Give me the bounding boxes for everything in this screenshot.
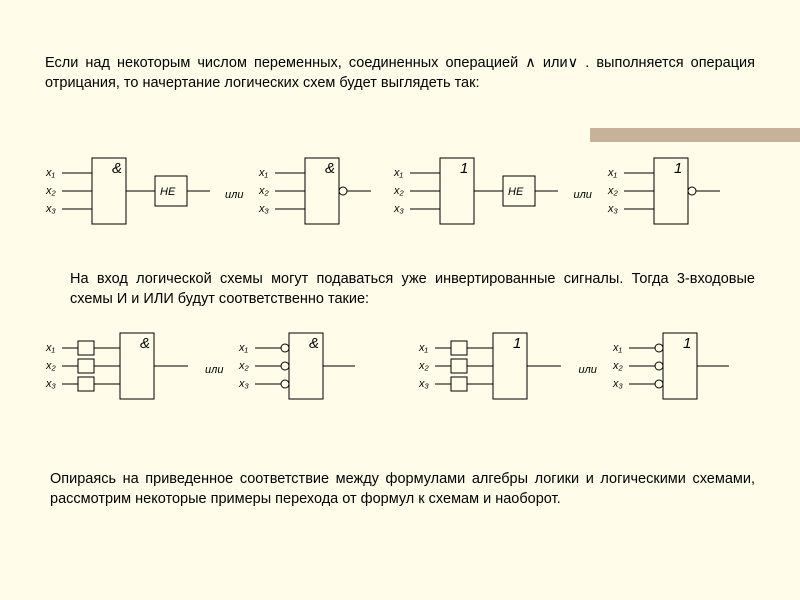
svg-bubble-inputs-or: x₁ x₂ x₃ 1 (607, 325, 737, 415)
or-gate (440, 158, 474, 224)
svg-text:x₃: x₃ (258, 203, 270, 215)
svg-text:1: 1 (674, 160, 682, 177)
not-label: НЕ (160, 186, 176, 198)
input-bubble (655, 362, 663, 370)
svg-text:1: 1 (513, 335, 521, 352)
svg-text:&: & (325, 160, 335, 177)
svg-text:x₃: x₃ (612, 378, 624, 390)
svg-text:x₂: x₂ (607, 185, 619, 197)
svg-text:x₃: x₃ (607, 203, 619, 215)
input-x3-label: x₃ (45, 203, 57, 215)
svg-text:x₃: x₃ (393, 203, 405, 215)
diagram-and-then-not: x₁ x₂ x₃ & НЕ (40, 150, 215, 240)
svg-text:1: 1 (683, 335, 691, 352)
svg-text:1: 1 (460, 160, 468, 177)
svg-not-inputs-and: x₁ x₂ x₃ & (40, 325, 195, 415)
input-bubble (655, 344, 663, 352)
not-box (78, 341, 94, 355)
svg-text:x₂: x₂ (612, 360, 624, 372)
or-word-1: или (225, 189, 243, 201)
inputs: x₁ x₂ x₃ (258, 167, 305, 215)
svg-text:x₃: x₃ (238, 378, 250, 390)
svg-text:x₂: x₂ (258, 185, 270, 197)
slide: Если над некоторым числом переменных, со… (0, 0, 800, 600)
diagram-bubble-inputs-and: x₁ x₂ x₃ & (233, 325, 363, 415)
not-box (78, 377, 94, 391)
svg-nand-bubble: x₁ x₂ x₃ & (253, 150, 378, 240)
svg-text:НЕ: НЕ (508, 186, 524, 198)
paragraph-2: На вход логической схемы могут подаватьс… (70, 270, 755, 309)
svg-text:x₁: x₁ (45, 342, 56, 354)
diagram-bubble-inputs-or: x₁ x₂ x₃ 1 (607, 325, 737, 415)
svg-text:x₁: x₁ (612, 342, 623, 354)
input-x1-label: x₁ (45, 167, 56, 179)
svg-nor-bubble: x₁ x₂ x₃ 1 (602, 150, 727, 240)
svg-text:x₁: x₁ (258, 167, 269, 179)
or-word-3: или (205, 364, 223, 376)
not-box (451, 359, 467, 373)
and-symbol: & (112, 160, 122, 177)
svg-or-then-not: x₁ x₂ x₃ 1 НЕ (388, 150, 563, 240)
accent-bar (590, 128, 800, 142)
svg-text:x₃: x₃ (418, 378, 430, 390)
svg-text:x₂: x₂ (418, 360, 430, 372)
diagram-nor-bubble: x₁ x₂ x₃ 1 (602, 150, 727, 240)
svg-text:x₃: x₃ (45, 378, 57, 390)
or-gate (654, 158, 688, 224)
or-word-4: или (578, 364, 596, 376)
diagram-row-negated-output: x₁ x₂ x₃ & НЕ или (40, 150, 727, 240)
svg-text:x₂: x₂ (393, 185, 405, 197)
paragraph-3: Опираясь на приведенное соответствие меж… (50, 470, 755, 509)
inversion-bubble (688, 187, 696, 195)
diagram-row-inverted-inputs: x₁ x₂ x₃ & или (40, 325, 737, 415)
svg-not-inputs-or: x₁ x₂ x₃ 1 (413, 325, 568, 415)
svg-text:x₂: x₂ (45, 360, 57, 372)
diagram-or-then-not: x₁ x₂ x₃ 1 НЕ (388, 150, 563, 240)
svg-text:x₁: x₁ (238, 342, 249, 354)
not-box (78, 359, 94, 373)
or-word-2: или (573, 189, 591, 201)
svg-text:x₂: x₂ (238, 360, 250, 372)
input-x2-label: x₂ (45, 185, 57, 197)
input-bubble (281, 380, 289, 388)
svg-bubble-inputs-and: x₁ x₂ x₃ & (233, 325, 363, 415)
or-gate (493, 333, 527, 399)
svg-text:x₁: x₁ (393, 167, 404, 179)
svg-and-then-not: x₁ x₂ x₃ & НЕ (40, 150, 215, 240)
or-gate (663, 333, 697, 399)
diagram-not-inputs-and: x₁ x₂ x₃ & (40, 325, 195, 415)
paragraph-1: Если над некоторым числом переменных, со… (45, 54, 755, 93)
input-bubble (655, 380, 663, 388)
diagram-nand-bubble: x₁ x₂ x₃ & (253, 150, 378, 240)
svg-text:&: & (309, 335, 319, 352)
svg-text:x₁: x₁ (418, 342, 429, 354)
diagram-not-inputs-or: x₁ x₂ x₃ 1 (413, 325, 568, 415)
svg-text:x₁: x₁ (607, 167, 618, 179)
input-bubble (281, 344, 289, 352)
input-bubble (281, 362, 289, 370)
not-box (451, 377, 467, 391)
svg-text:&: & (140, 335, 150, 352)
inputs: x₁ x₂ x₃ (45, 167, 92, 215)
not-box (451, 341, 467, 355)
inversion-bubble (339, 187, 347, 195)
